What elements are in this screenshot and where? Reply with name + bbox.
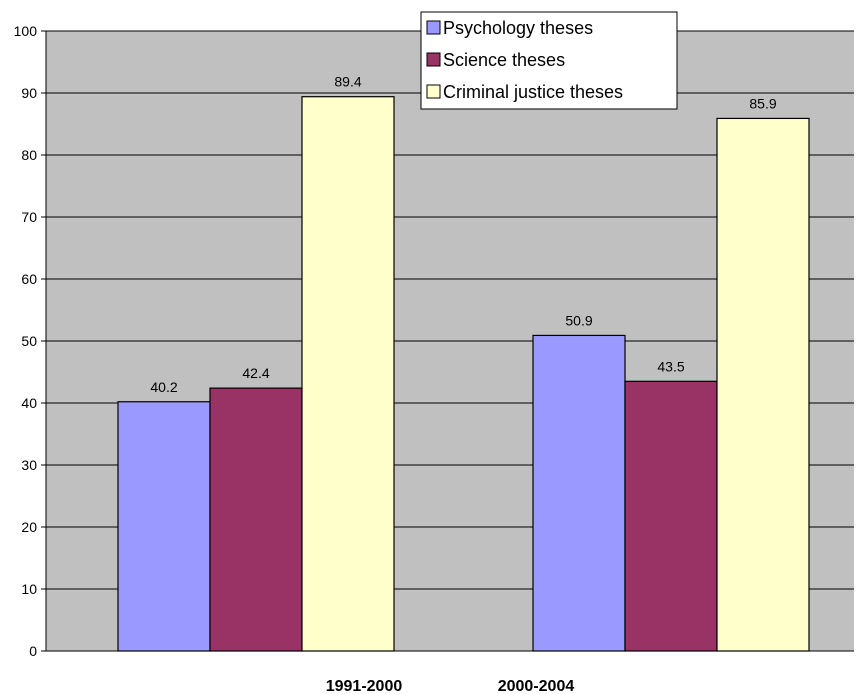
legend-swatch: [426, 20, 441, 35]
data-label: 85.9: [749, 95, 776, 111]
bar: [716, 117, 810, 652]
bar: [117, 401, 211, 652]
x-category-label: 1991-2000: [326, 678, 403, 694]
bar: [624, 380, 718, 652]
legend: Psychology theses Science theses Criminal …: [420, 11, 678, 110]
bars: 40.2 42.4 89.4 50.9 43.5 85.9: [117, 74, 810, 652]
data-label: 50.9: [565, 312, 592, 328]
y-tick-label: 70: [21, 209, 37, 225]
y-tick-label: 60: [21, 271, 37, 287]
y-axis: 0 10 20 30 40 50 60 70 80 90 100: [14, 23, 854, 659]
y-tick-label: 0: [29, 643, 37, 659]
y-tick-label: 10: [21, 581, 37, 597]
legend-label: Criminal justice theses: [443, 82, 623, 102]
bar: [301, 96, 395, 652]
y-tick-label: 100: [14, 23, 38, 39]
data-label: 42.4: [242, 365, 269, 381]
bar: [209, 387, 303, 652]
y-tick-label: 40: [21, 395, 37, 411]
y-tick-label: 20: [21, 519, 37, 535]
data-label: 43.5: [657, 358, 684, 374]
data-label: 40.2: [150, 379, 177, 395]
legend-box: [420, 11, 678, 110]
legend-swatch: [426, 52, 441, 67]
y-tick-label: 30: [21, 457, 37, 473]
y-tick-label: 90: [21, 85, 37, 101]
legend-swatch: [426, 84, 441, 99]
legend-label: Psychology theses: [443, 18, 593, 38]
y-tick-label: 50: [21, 333, 37, 349]
x-axis-labels: 1991-2000 2000-2004: [326, 678, 575, 694]
y-tick-label: 80: [21, 147, 37, 163]
bar: [532, 334, 626, 652]
legend-label: Science theses: [443, 50, 565, 70]
x-category-label: 2000-2004: [498, 678, 575, 694]
data-label: 89.4: [334, 74, 361, 90]
